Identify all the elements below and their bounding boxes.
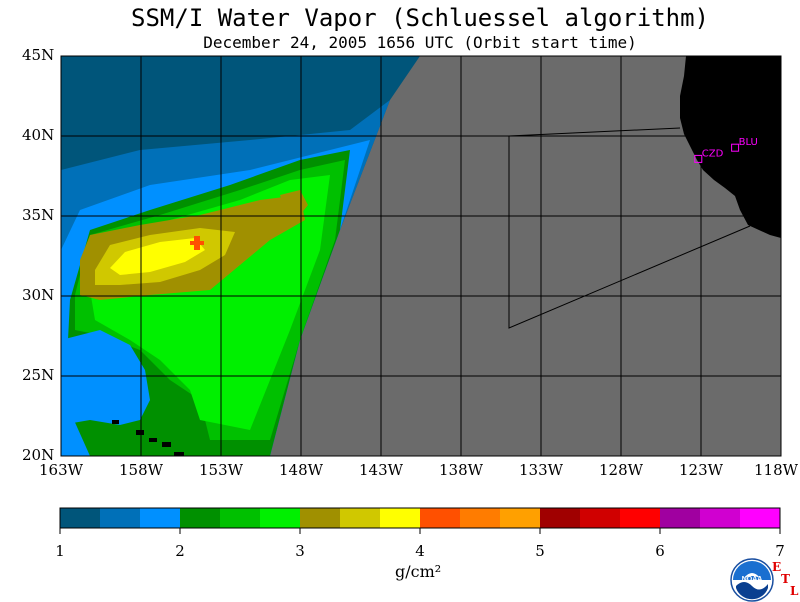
colorbar-swatch [180, 508, 221, 528]
colorbar-swatch [620, 508, 661, 528]
station-markers: CZD BLU [694, 137, 758, 163]
station-marker [731, 143, 740, 152]
swath-data [61, 56, 420, 456]
colorbar-swatch [700, 508, 741, 528]
colorbar [59, 507, 781, 534]
lon-label: 148W [279, 461, 324, 479]
lon-label: 158W [119, 461, 164, 479]
lon-label: 118W [754, 461, 799, 479]
noaa-logo: NOAA [730, 558, 774, 602]
map-frame [60, 55, 782, 457]
lon-label: 133W [519, 461, 564, 479]
colorbar-swatch [140, 508, 181, 528]
colorbar-swatch [460, 508, 501, 528]
etl-letter-e: E [772, 560, 782, 574]
colorbar-tick-label: 1 [55, 542, 65, 560]
colorbar-swatch [580, 508, 621, 528]
lat-label: 35N [22, 206, 55, 224]
svg-text:NOAA: NOAA [742, 576, 763, 583]
lat-label: 30N [22, 286, 55, 304]
colorbar-swatch [500, 508, 541, 528]
colorbar-swatch [660, 508, 701, 528]
lat-label: 20N [22, 446, 55, 464]
station-marker [694, 154, 703, 163]
colorbar-swatch [740, 508, 781, 528]
colorbar-swatch [340, 508, 381, 528]
colorbar-tick-label: 5 [535, 542, 545, 560]
colorbar-tick-label: 7 [775, 542, 785, 560]
colorbar-tick-label: 4 [415, 542, 425, 560]
lon-label: 123W [679, 461, 724, 479]
lat-label: 45N [22, 46, 55, 64]
colorbar-tick-label: 6 [655, 542, 665, 560]
map-subtitle: December 24, 2005 1656 UTC (Orbit start … [203, 33, 637, 52]
lon-label: 143W [359, 461, 404, 479]
colorbar-units: g/cm² [395, 562, 442, 581]
lat-label: 40N [22, 126, 55, 144]
colorbar-swatch [100, 508, 141, 528]
etl-logo: E T L [772, 560, 800, 600]
map-title: SSM/I Water Vapor (Schluessel algorithm) [131, 4, 709, 32]
station-label: BLU [739, 137, 758, 148]
etl-letter-t: T [781, 572, 790, 586]
colorbar-swatch [380, 508, 421, 528]
lon-label: 128W [599, 461, 644, 479]
etl-letter-l: L [790, 584, 799, 598]
graticule [61, 56, 781, 456]
colorbar-tick-label: 3 [295, 542, 305, 560]
station-label: CZD [702, 148, 724, 159]
land-mass [680, 56, 781, 238]
colorbar-swatch [60, 508, 101, 528]
colorbar-swatch [420, 508, 461, 528]
lat-label: 25N [22, 366, 55, 384]
region-outline [508, 127, 681, 137]
colorbar-swatch [220, 508, 261, 528]
colorbar-swatch [260, 508, 301, 528]
colorbar-swatch [540, 508, 581, 528]
lon-label: 138W [439, 461, 484, 479]
colorbar-swatch [300, 508, 341, 528]
colorbar-tick-label: 2 [175, 542, 185, 560]
lon-label: 163W [39, 461, 84, 479]
lon-label: 153W [199, 461, 244, 479]
